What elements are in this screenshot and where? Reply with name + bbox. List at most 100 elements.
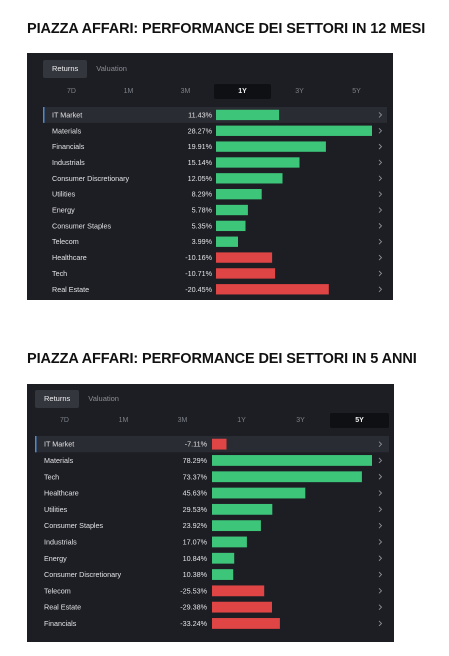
chart-title-5y: PIAZZA AFFARI: PERFORMANCE DEI SETTORI I… bbox=[27, 351, 417, 367]
sector-value: -33.24% bbox=[180, 619, 207, 628]
sector-row[interactable]: Telecom -25.53% bbox=[44, 585, 383, 597]
sector-row[interactable]: Tech 73.37% bbox=[44, 471, 383, 483]
sector-row[interactable]: Healthcare -10.16% bbox=[52, 252, 383, 263]
sector-bar bbox=[212, 601, 272, 613]
chevron-right-icon[interactable] bbox=[378, 238, 383, 245]
chevron-right-icon[interactable] bbox=[378, 473, 383, 480]
sector-row[interactable]: Consumer Staples 5.35% bbox=[52, 220, 383, 232]
tab-returns[interactable]: Returns bbox=[35, 390, 80, 408]
sector-row[interactable]: IT Market 11.43% bbox=[43, 107, 387, 123]
sector-value: 11.43% bbox=[188, 110, 212, 119]
chevron-right-icon[interactable] bbox=[378, 286, 383, 293]
chevron-right-icon[interactable] bbox=[378, 457, 383, 464]
sector-value: 3.99% bbox=[192, 237, 213, 246]
chevron-right-icon[interactable] bbox=[378, 191, 383, 197]
chevron-right-icon[interactable] bbox=[378, 159, 383, 166]
sector-row[interactable]: Industrials 15.14% bbox=[52, 157, 383, 168]
chevron-right-icon[interactable] bbox=[378, 555, 383, 562]
sector-bar bbox=[216, 173, 283, 184]
sector-value: -10.71% bbox=[185, 269, 212, 278]
sector-row[interactable]: Financials 19.91% bbox=[52, 141, 383, 152]
chevron-right-icon[interactable] bbox=[378, 506, 383, 513]
tab-returns[interactable]: Returns bbox=[43, 60, 88, 78]
chevron-right-icon[interactable] bbox=[378, 254, 383, 261]
sector-row[interactable]: Telecom 3.99% bbox=[52, 236, 383, 247]
sector-bar bbox=[216, 252, 273, 263]
sector-bar bbox=[216, 204, 248, 216]
sector-row[interactable]: Consumer Discretionary 12.05% bbox=[52, 173, 383, 184]
sector-value: 5.35% bbox=[192, 221, 213, 230]
chevron-right-icon[interactable] bbox=[378, 112, 383, 118]
sector-row[interactable]: Industrials 17.07% bbox=[44, 536, 383, 548]
sector-value: -10.16% bbox=[185, 253, 212, 262]
sector-bar bbox=[212, 536, 247, 548]
period-3y[interactable]: 3Y bbox=[295, 88, 304, 95]
period-5y[interactable]: 5Y bbox=[330, 413, 389, 428]
tab-valuation[interactable]: Valuation bbox=[88, 394, 119, 403]
sector-row[interactable]: Energy 5.78% bbox=[52, 204, 383, 216]
sector-row[interactable]: Real Estate -29.38% bbox=[44, 601, 383, 613]
sector-label: Consumer Staples bbox=[52, 221, 112, 230]
chevron-right-icon[interactable] bbox=[378, 588, 383, 594]
sector-value: 17.07% bbox=[183, 537, 208, 546]
sector-row[interactable]: Materials 78.29% bbox=[44, 455, 383, 466]
sector-value: 19.91% bbox=[188, 142, 213, 151]
chevron-right-icon[interactable] bbox=[378, 143, 383, 150]
period-1y[interactable]: 1Y bbox=[237, 417, 246, 424]
chevron-right-icon[interactable] bbox=[378, 522, 383, 529]
sector-row[interactable]: Real Estate -20.45% bbox=[52, 284, 383, 295]
sector-row[interactable]: Materials 28.27% bbox=[52, 125, 383, 136]
sector-value: 28.27% bbox=[188, 126, 213, 135]
sector-bar bbox=[212, 569, 234, 580]
sector-value: 10.84% bbox=[183, 554, 208, 563]
chevron-right-icon[interactable] bbox=[378, 207, 383, 213]
sector-value: 10.38% bbox=[183, 570, 208, 579]
sector-bar bbox=[212, 471, 362, 483]
period-5y[interactable]: 5Y bbox=[352, 88, 361, 95]
period-3m[interactable]: 3M bbox=[180, 88, 191, 95]
sector-row[interactable]: Utilities 8.29% bbox=[52, 189, 383, 200]
period-3m[interactable]: 3M bbox=[177, 417, 188, 424]
sector-row[interactable]: Tech -10.71% bbox=[52, 268, 383, 279]
chevron-right-icon[interactable] bbox=[378, 571, 383, 578]
sector-value: -25.53% bbox=[180, 586, 207, 595]
sector-row[interactable]: Healthcare 45.63% bbox=[44, 487, 383, 499]
sector-label: Energy bbox=[52, 206, 75, 215]
chevron-right-icon[interactable] bbox=[378, 604, 383, 610]
period-1m[interactable]: 1M bbox=[118, 417, 129, 424]
chevron-right-icon[interactable] bbox=[378, 127, 383, 134]
chevron-right-icon[interactable] bbox=[378, 490, 383, 496]
sector-row[interactable]: Financials -33.24% bbox=[44, 618, 383, 629]
chevron-right-icon[interactable] bbox=[378, 175, 383, 182]
sector-value: 78.29% bbox=[183, 456, 208, 465]
sector-bar bbox=[216, 157, 300, 168]
sector-bar bbox=[216, 220, 246, 232]
period-7d[interactable]: 7D bbox=[60, 417, 69, 424]
chevron-right-icon[interactable] bbox=[378, 270, 383, 277]
sector-row[interactable]: Consumer Staples 23.92% bbox=[44, 520, 383, 532]
sector-value: 45.63% bbox=[183, 489, 208, 498]
sector-performance-panel-12m: Returns Valuation 7D 1M 3M 1Y 3Y 5Y IT Market 11.… bbox=[27, 53, 393, 300]
bar-chart: IT Market -7.11% Materials 78.29% Tech 73.37%… bbox=[35, 436, 389, 629]
row-highlight-marker bbox=[43, 107, 45, 123]
sector-row[interactable]: Consumer Discretionary 10.38% bbox=[44, 569, 383, 580]
period-1m[interactable]: 1M bbox=[123, 88, 134, 95]
sector-row[interactable]: Utilities 29.53% bbox=[44, 503, 383, 515]
sector-label: Utilities bbox=[52, 190, 76, 199]
period-1y[interactable]: 1Y bbox=[214, 84, 271, 99]
chevron-right-icon[interactable] bbox=[378, 441, 383, 447]
period-3y[interactable]: 3Y bbox=[296, 417, 305, 424]
sector-bar bbox=[216, 284, 329, 295]
tab-valuation[interactable]: Valuation bbox=[96, 64, 127, 73]
sector-bar bbox=[212, 585, 265, 597]
sector-label: Tech bbox=[44, 472, 59, 481]
sector-value: -29.38% bbox=[180, 603, 207, 612]
sector-label: Consumer Discretionary bbox=[44, 570, 121, 579]
chevron-right-icon[interactable] bbox=[378, 539, 383, 545]
view-tabs: Returns Valuation bbox=[35, 390, 128, 408]
chevron-right-icon[interactable] bbox=[378, 620, 383, 627]
sector-row[interactable]: Energy 10.84% bbox=[44, 552, 383, 564]
sector-row[interactable]: IT Market -7.11% bbox=[35, 436, 389, 453]
chevron-right-icon[interactable] bbox=[378, 223, 383, 229]
period-7d[interactable]: 7D bbox=[67, 88, 76, 95]
